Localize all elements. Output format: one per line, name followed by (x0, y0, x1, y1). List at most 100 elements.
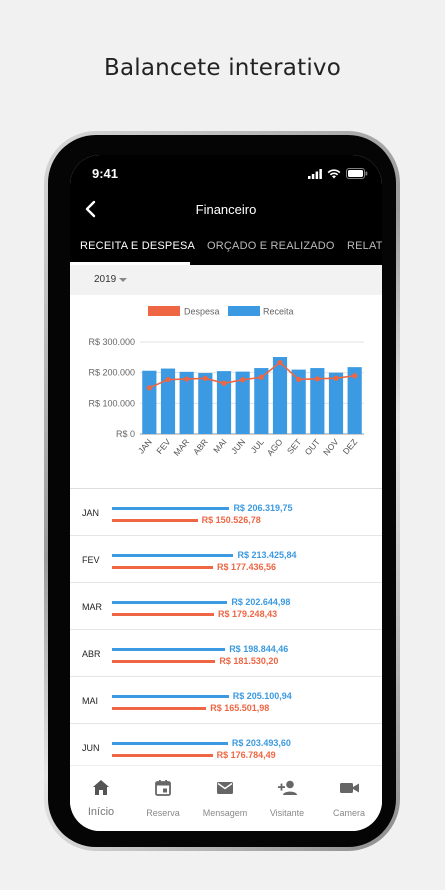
phone-frame: 9:41 (44, 131, 400, 851)
nav-item-camera[interactable]: Camera (318, 766, 380, 831)
promo-headline: Balancete interativo (104, 55, 341, 81)
x-tick-label: MAR (171, 437, 191, 458)
nav-bar: Financeiro (70, 191, 382, 231)
month-row-jan: JAN R$ 206.319,75 R$ 150.526,78 (70, 489, 382, 536)
add-person-icon (278, 780, 297, 795)
point-despesa-out (314, 376, 320, 382)
month-label: JAN (82, 508, 100, 518)
legend-label-despesa: Despesa (184, 307, 220, 317)
value-receita: R$ 206.319,75 (233, 503, 293, 513)
month-label: MAR (82, 602, 102, 612)
bar-despesa (112, 707, 207, 710)
back-arrow-icon[interactable] (78, 196, 104, 222)
bar-receita-set (291, 369, 306, 434)
month-row-abr: ABR R$ 198.844,46 R$ 181.530,20 (70, 630, 382, 677)
bar-receita-jun (235, 371, 250, 434)
bar-despesa (112, 754, 213, 757)
tab-receita-despesa[interactable]: RECEITA E DESPESA (80, 240, 196, 252)
bar-receita-jan (142, 370, 157, 434)
nav-item-visitante[interactable]: Visitante (256, 766, 318, 831)
y-tick-label: R$ 200.000 (88, 368, 135, 378)
point-despesa-jun (240, 377, 246, 383)
tab-relatorio[interactable]: RELATO (347, 240, 382, 252)
active-tab-indicator (70, 262, 190, 265)
point-despesa-ago (277, 359, 283, 366)
nav-label-inicio: Início (87, 806, 115, 818)
revenue-expense-chart: Despesa Receita R$ 0 R$ 100.000 R$ 200.000… (88, 306, 364, 458)
x-tick-label: OUT (303, 437, 322, 457)
x-tick-label: SET (285, 437, 303, 456)
bar-despesa (112, 519, 198, 522)
x-tick-label: NOV (321, 437, 341, 458)
dropdown-caret-icon (119, 278, 127, 282)
nav-label-reserva: Reserva (146, 808, 180, 818)
phone-bezel: 9:41 (48, 135, 396, 847)
tab-orcado-realizado[interactable]: ORÇADO E REALIZADO (207, 240, 335, 252)
nav-item-mensagem[interactable]: Mensagem (194, 766, 256, 831)
nav-item-inicio[interactable]: Início (70, 766, 132, 831)
bar-receita-nov (328, 372, 344, 434)
value-despesa: R$ 176.784,49 (216, 750, 276, 760)
bar-receita (112, 601, 228, 604)
x-tick-label: MAI (211, 437, 228, 455)
year-selector[interactable]: 2019 (70, 265, 382, 295)
month-label: JUN (82, 743, 100, 753)
nav-label-mensagem: Mensagem (202, 808, 248, 818)
nav-label-visitante: Visitante (269, 808, 305, 818)
value-receita: R$ 198.844,46 (229, 644, 289, 654)
month-row-fev: FEV R$ 213.425,84 R$ 177.436,56 (70, 536, 382, 583)
bar-receita (112, 742, 228, 745)
nav-label-camera: Camera (332, 808, 365, 818)
month-label: ABR (82, 649, 101, 659)
value-despesa: R$ 181.530,20 (219, 656, 279, 666)
bar-receita-ago (272, 357, 288, 434)
value-receita: R$ 203.493,60 (231, 738, 291, 748)
bar-receita (112, 648, 226, 651)
bar-receita (112, 507, 230, 510)
value-receita: R$ 202.644,98 (231, 597, 291, 607)
home-icon (93, 780, 109, 795)
point-despesa-mai (221, 380, 227, 386)
battery-icon (346, 168, 368, 179)
bar-receita-jul (254, 368, 269, 434)
signal-icon (308, 168, 322, 179)
bar-receita-dez (347, 367, 362, 434)
bar-receita-mar (179, 371, 194, 434)
value-despesa: R$ 179.248,43 (218, 609, 278, 619)
value-despesa: R$ 150.526,78 (201, 515, 261, 525)
legend-label-receita: Receita (263, 307, 294, 317)
calendar-icon (155, 780, 171, 796)
status-bar: 9:41 (70, 155, 382, 191)
y-tick-label: R$ 0 (116, 429, 135, 439)
month-label: FEV (82, 555, 100, 565)
value-receita: R$ 205.100,94 (232, 691, 292, 701)
bar-despesa (112, 566, 213, 569)
x-tick-label: JUL (248, 437, 266, 455)
page-title: Financeiro (195, 202, 257, 217)
month-row-mai: MAI R$ 205.100,94 R$ 165.501,98 (70, 677, 382, 724)
month-row-mar: MAR R$ 202.644,98 R$ 179.248,43 (70, 583, 382, 630)
point-despesa-abr (202, 375, 208, 381)
value-receita: R$ 213.425,84 (237, 550, 297, 560)
x-tick-label: FEV (154, 437, 172, 456)
video-camera-icon (340, 783, 359, 793)
bar-despesa (112, 660, 216, 663)
bar-receita-mai (216, 371, 232, 434)
bar-receita-fev (160, 368, 176, 434)
month-label: MAI (82, 696, 99, 706)
x-tick-label: JAN (136, 437, 154, 456)
point-despesa-set (296, 376, 302, 383)
section-divider (70, 488, 382, 489)
bar-despesa (112, 613, 215, 616)
nav-item-reserva[interactable]: Reserva (132, 766, 194, 831)
value-despesa: R$ 177.436,56 (217, 562, 277, 572)
status-icons (308, 168, 368, 179)
x-tick-label: ABR (191, 437, 210, 457)
month-row-jun: JUN R$ 203.493,60 R$ 176.784,49 (70, 724, 382, 771)
bar-receita (112, 554, 234, 557)
bar-receita-out (310, 368, 325, 434)
x-tick-label: AGO (265, 437, 285, 458)
value-despesa: R$ 165.501,98 (210, 703, 270, 713)
point-despesa-jan (146, 385, 152, 391)
x-tick-label: DEZ (341, 437, 360, 456)
